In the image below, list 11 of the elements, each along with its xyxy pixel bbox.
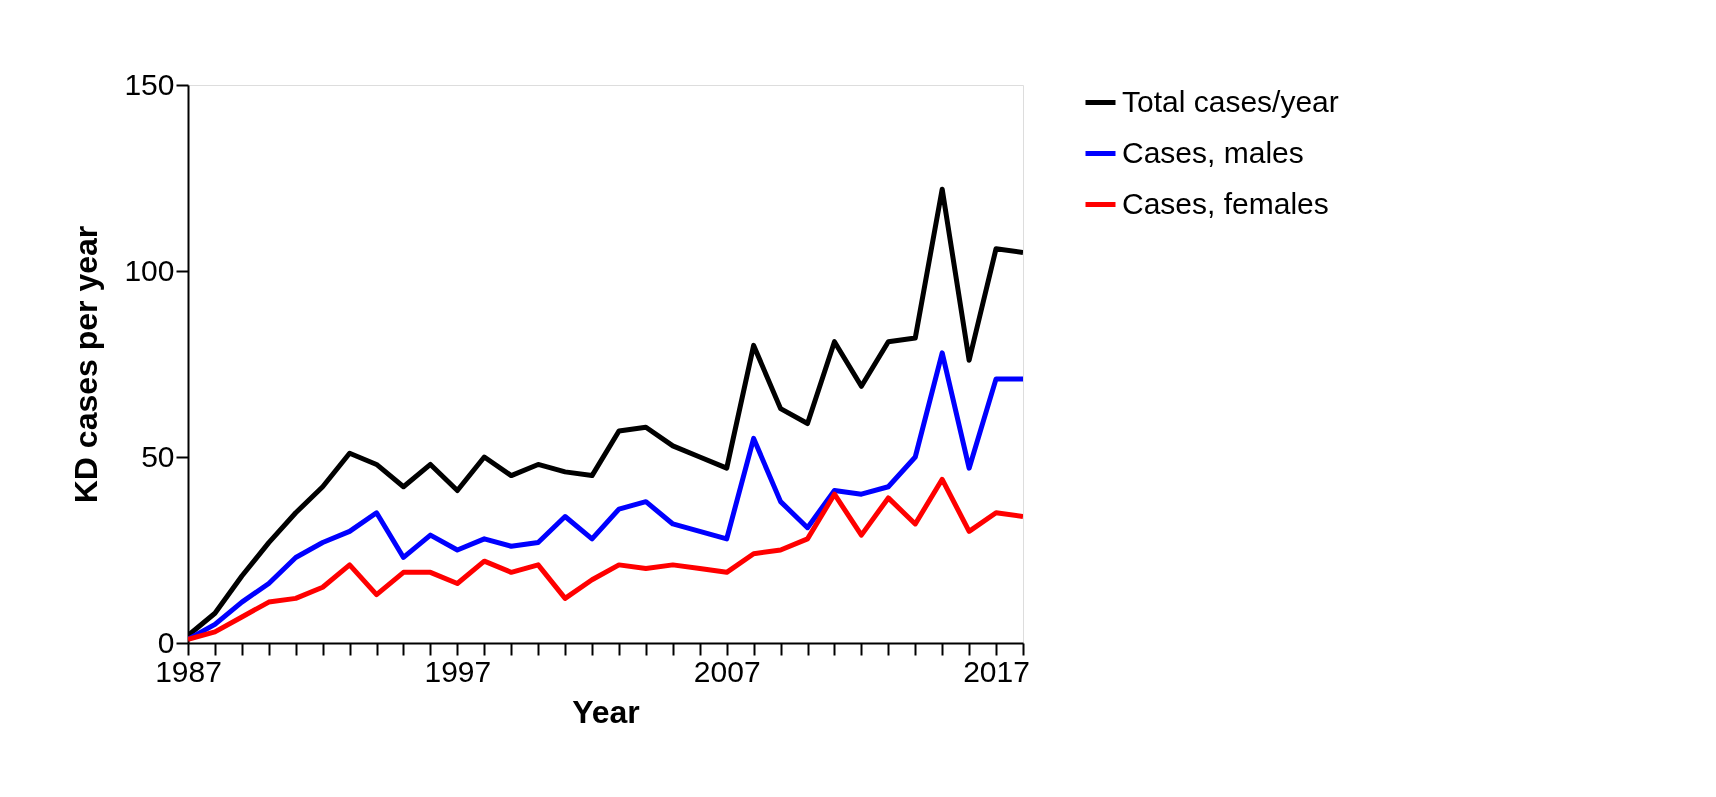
x-tick-label: 2007 [693,654,761,688]
y-axis-title: KD cases per year [68,225,105,504]
x-tick-label: 2017 [963,654,1030,688]
legend-label: Total cases/year [1122,84,1339,118]
legend-label: Cases, males [1122,135,1304,169]
x-tick-label: 1997 [424,654,492,688]
legend-label: Cases, females [1122,186,1329,220]
y-tick-label: 50 [141,439,175,473]
y-tick-label: 150 [124,67,175,101]
y-tick-label: 100 [124,253,175,287]
x-axis-title: Year [572,693,640,730]
